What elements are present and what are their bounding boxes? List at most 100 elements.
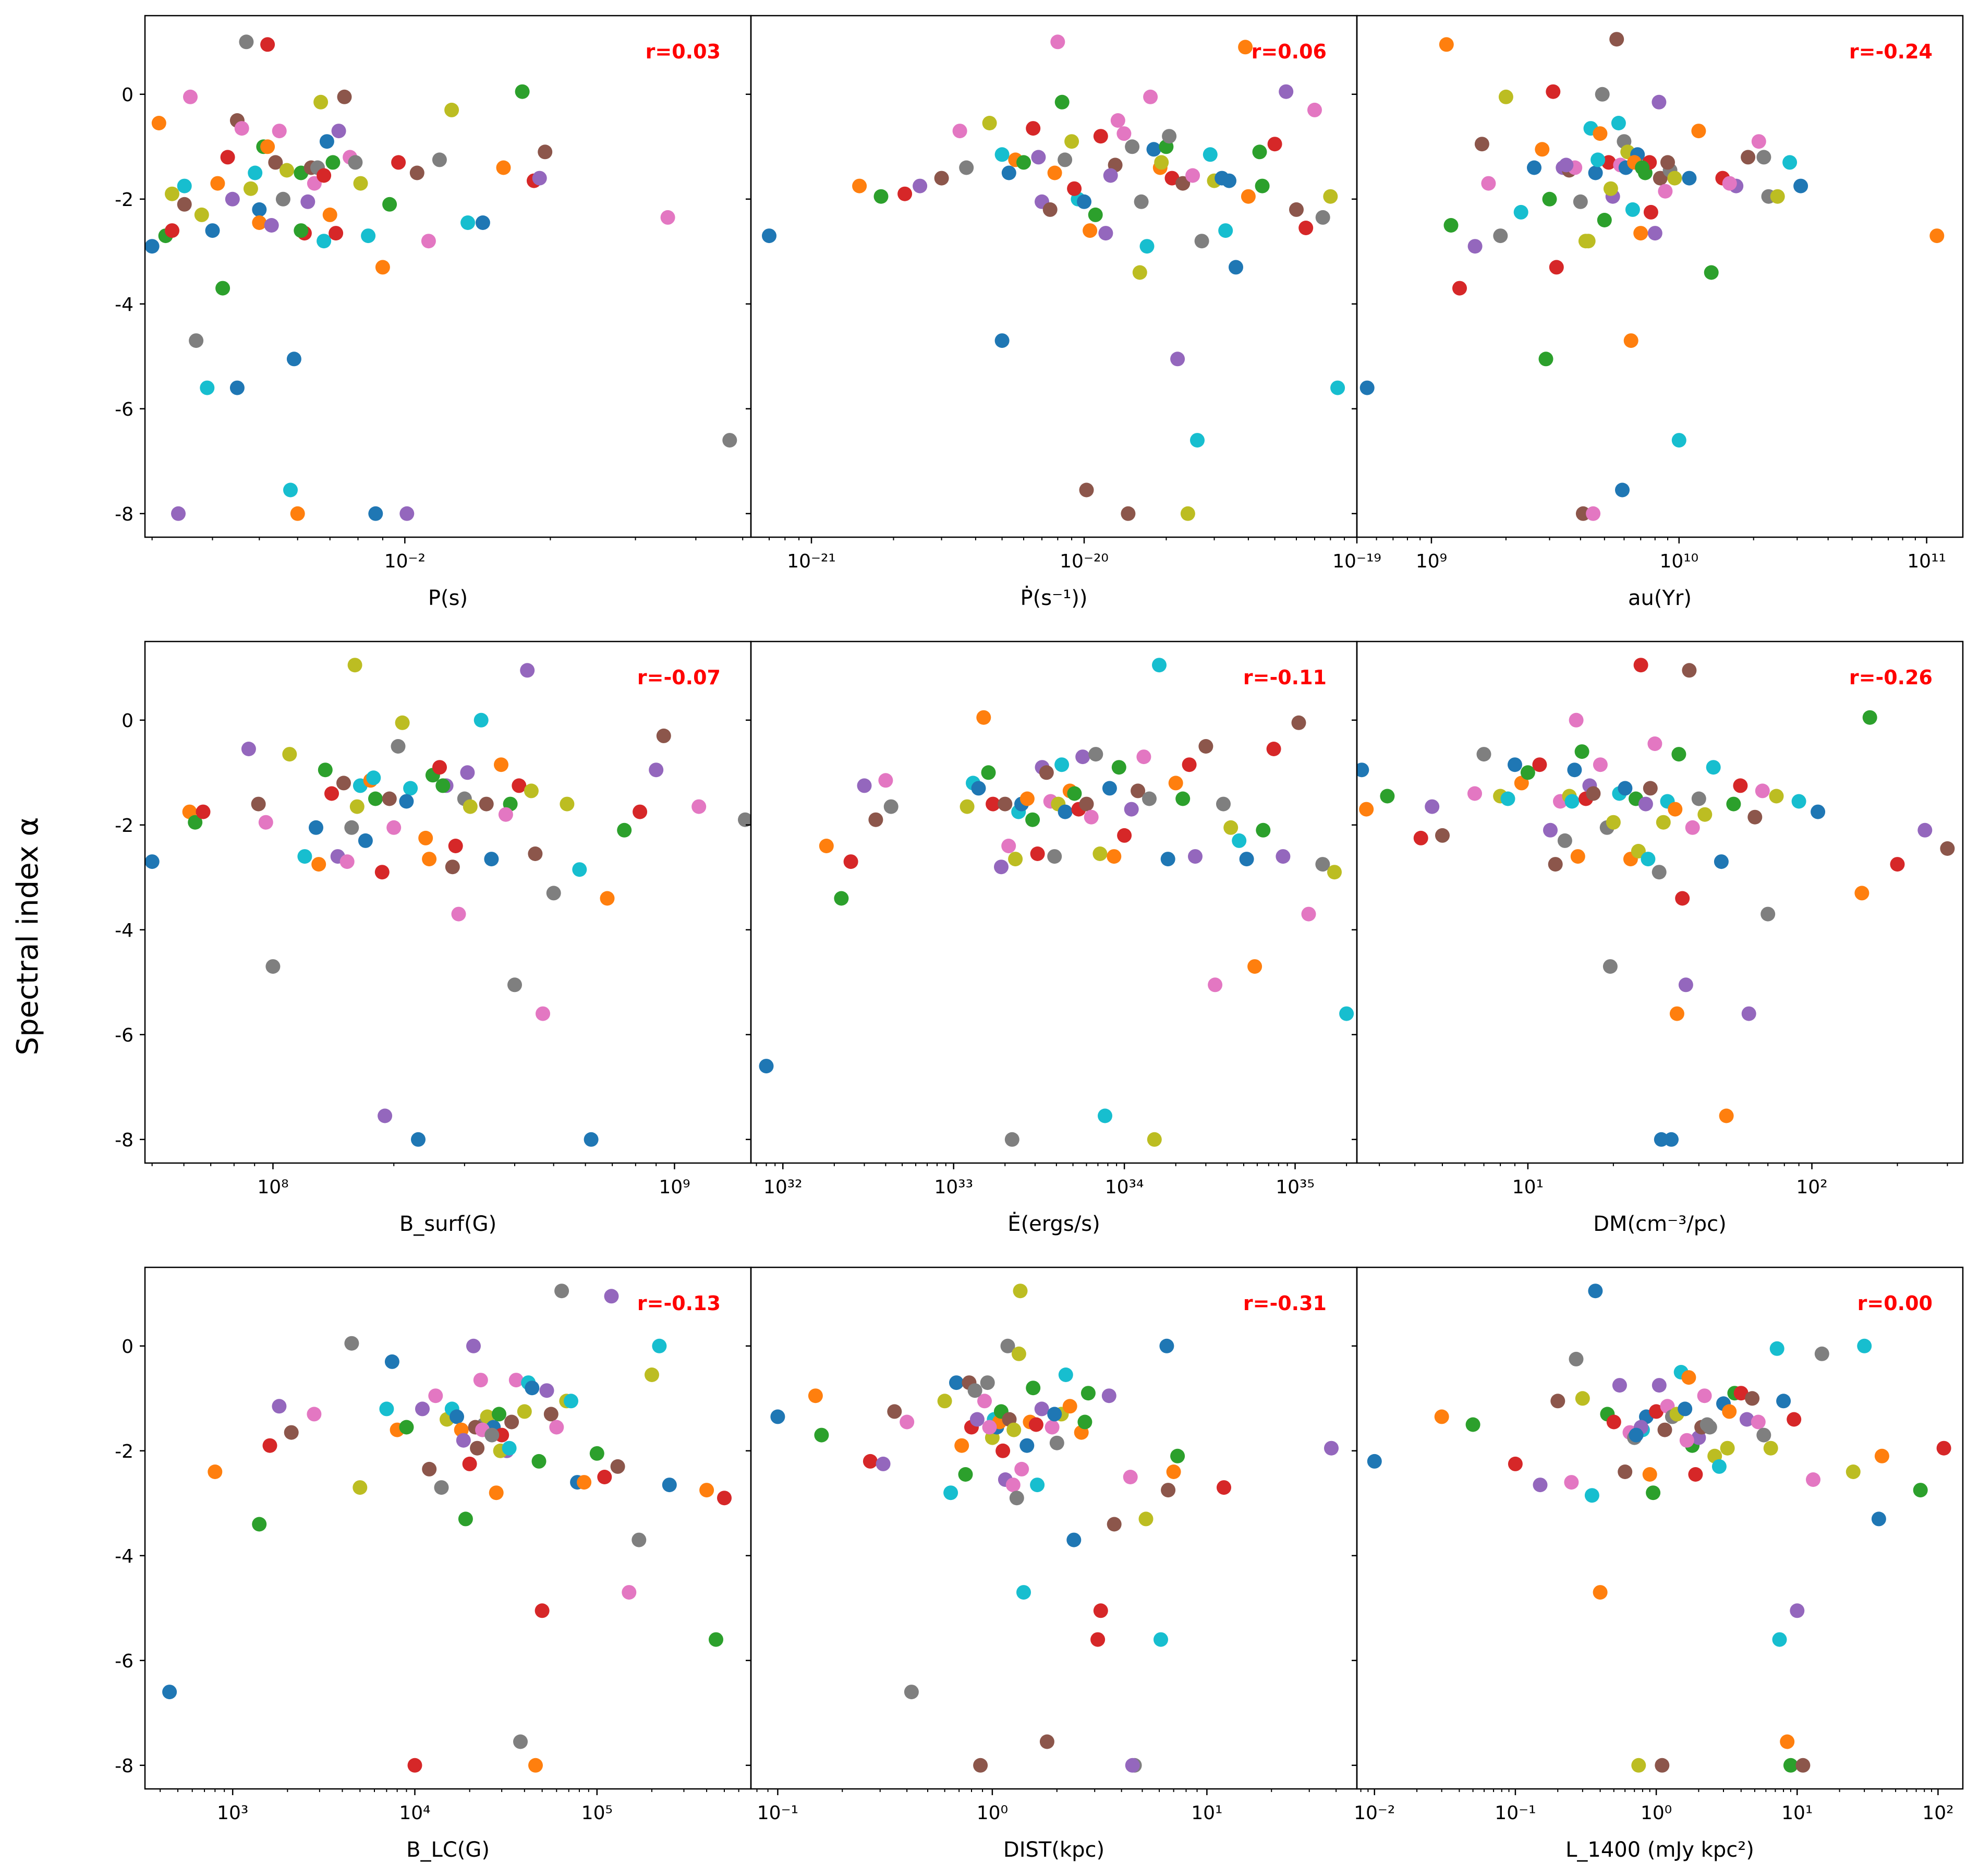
scatter-point bbox=[1806, 1472, 1820, 1487]
scatter-point bbox=[1315, 210, 1330, 225]
scatter-point bbox=[1679, 1433, 1694, 1448]
scatter-point bbox=[969, 1412, 985, 1427]
scatter-point bbox=[309, 820, 323, 835]
x-tick-label: 10¹⁰ bbox=[1659, 551, 1698, 572]
scatter-point bbox=[1549, 260, 1564, 275]
scatter-point bbox=[1079, 796, 1094, 812]
scatter-point bbox=[1756, 150, 1771, 165]
scatter-point bbox=[584, 1132, 599, 1147]
scatter-point bbox=[1301, 906, 1316, 922]
scatter-point bbox=[290, 506, 305, 521]
scatter-point bbox=[1769, 1341, 1784, 1356]
y-tick-label: 0 bbox=[122, 84, 133, 106]
y-tick-label: -2 bbox=[115, 189, 133, 211]
scatter-point bbox=[294, 223, 309, 238]
scatter-point bbox=[1697, 1388, 1712, 1403]
scatter-point bbox=[808, 1388, 823, 1403]
scatter-point bbox=[251, 796, 266, 812]
scatter-point bbox=[445, 860, 460, 875]
x-tick-label: 10³⁴ bbox=[1105, 1177, 1144, 1198]
scatter-point bbox=[1588, 1284, 1603, 1299]
scatter-point bbox=[1570, 849, 1585, 864]
scatter-point bbox=[494, 757, 508, 772]
scatter-point bbox=[1098, 1108, 1112, 1123]
x-tick-label: 10² bbox=[1796, 1177, 1827, 1198]
scatter-point bbox=[971, 781, 986, 796]
scatter-point bbox=[528, 846, 543, 861]
scatter-point bbox=[604, 1289, 619, 1304]
scatter-point bbox=[1339, 1006, 1354, 1021]
scatter-point bbox=[1093, 129, 1108, 144]
scatter-point bbox=[883, 799, 899, 814]
scatter-point bbox=[1203, 147, 1218, 162]
scatter-point bbox=[1147, 1132, 1162, 1147]
x-tick-label: 10³⁵ bbox=[1276, 1177, 1315, 1198]
scatter-point bbox=[520, 663, 535, 678]
scatter-point bbox=[1101, 1388, 1116, 1403]
scatter-point bbox=[484, 1427, 500, 1443]
scatter-point bbox=[1111, 760, 1126, 775]
scatter-point bbox=[1359, 380, 1375, 395]
scatter-point bbox=[275, 191, 290, 207]
scatter-point bbox=[691, 799, 707, 814]
scatter-point bbox=[662, 1478, 677, 1493]
scatter-point bbox=[196, 804, 211, 819]
scatter-point bbox=[272, 1399, 287, 1414]
scatter-point bbox=[597, 1470, 612, 1484]
scatter-point bbox=[1092, 846, 1108, 861]
scatter-point bbox=[1657, 1422, 1672, 1437]
scatter-point bbox=[525, 1381, 540, 1396]
scatter-point bbox=[1814, 1346, 1829, 1361]
scatter-point bbox=[819, 839, 834, 853]
scatter-point bbox=[1618, 1465, 1633, 1479]
scatter-point bbox=[318, 762, 333, 778]
y-tick-label: -2 bbox=[115, 815, 133, 837]
scatter-point bbox=[960, 799, 975, 814]
scatter-point bbox=[1936, 1441, 1951, 1456]
scatter-point bbox=[151, 116, 166, 130]
scatter-point bbox=[1722, 1404, 1737, 1419]
scatter-point bbox=[1793, 178, 1808, 193]
scatter-point bbox=[1567, 762, 1582, 778]
scatter-point bbox=[1714, 854, 1729, 869]
scatter-point bbox=[407, 1758, 422, 1773]
scatter-point bbox=[189, 333, 204, 348]
scatter-point bbox=[409, 165, 424, 180]
scatter-point bbox=[1058, 804, 1073, 819]
scatter-point bbox=[1327, 865, 1342, 880]
scatter-point bbox=[1745, 1391, 1760, 1406]
scatter-point bbox=[317, 234, 332, 249]
x-tick-label: 10⁰ bbox=[977, 1802, 1008, 1824]
y-tick-label: -6 bbox=[115, 1025, 133, 1046]
scatter-point bbox=[1323, 189, 1338, 204]
scatter-point bbox=[348, 155, 363, 170]
scatter-point bbox=[973, 1758, 988, 1773]
scatter-point bbox=[1591, 152, 1606, 167]
x-axis-label: Ṗ(s⁻¹)) bbox=[1021, 585, 1088, 610]
scatter-point bbox=[1647, 226, 1662, 241]
scatter-point bbox=[1584, 1488, 1599, 1503]
correlation-annotation: r=0.06 bbox=[1252, 40, 1327, 63]
scatter-point bbox=[1160, 852, 1175, 867]
scatter-point bbox=[215, 281, 230, 296]
scatter-point bbox=[344, 820, 359, 835]
x-tick-label: 10³² bbox=[763, 1177, 803, 1198]
scatter-panel-2: 10⁻²¹ 10⁻²⁰ 10⁻¹⁹ Ṗ(s⁻¹)) r=0.06 bbox=[746, 15, 1381, 610]
scatter-point bbox=[1520, 765, 1535, 780]
scatter-point bbox=[1168, 776, 1183, 791]
scatter-point bbox=[1649, 1404, 1664, 1419]
scatter-point bbox=[1170, 352, 1185, 367]
scatter-point bbox=[981, 765, 996, 780]
scatter-point bbox=[313, 94, 329, 110]
scatter-point bbox=[379, 1401, 394, 1417]
panel-frame bbox=[1356, 1266, 1964, 1790]
scatter-point bbox=[949, 1375, 964, 1390]
scatter-point bbox=[418, 830, 433, 845]
scatter-point bbox=[165, 223, 179, 238]
scatter-point bbox=[1014, 1461, 1029, 1476]
scatter-point bbox=[1733, 1386, 1749, 1401]
scatter-point bbox=[188, 815, 203, 830]
scatter-point bbox=[1559, 158, 1574, 173]
scatter-point bbox=[976, 710, 991, 725]
